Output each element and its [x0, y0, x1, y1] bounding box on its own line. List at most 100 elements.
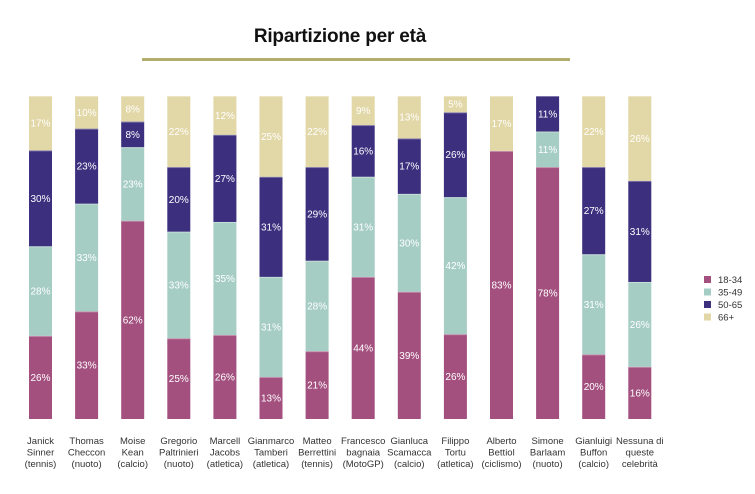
segment-separator: [213, 134, 237, 136]
category-label-line: Janick: [27, 436, 54, 447]
bar-segment-35-49-11: [536, 131, 560, 168]
bar-segment-66+-8: [397, 96, 421, 139]
segment-separator: [351, 96, 375, 97]
category-label-line: Bettiol: [488, 448, 514, 459]
category-label-line: celebrità: [622, 459, 659, 470]
segment-separator: [628, 96, 652, 97]
category-label-line: (atletica): [253, 459, 289, 470]
bar-segment-50-65-6: [305, 167, 329, 261]
bar-segment-66+-1: [75, 96, 99, 129]
data-label: 12%: [215, 111, 235, 122]
data-label: 9%: [356, 106, 371, 117]
category-label-line: Tortu: [445, 448, 466, 459]
data-label: 8%: [125, 130, 140, 141]
category-label-line: Moise: [120, 436, 145, 447]
bar-segment-18-34-8: [397, 291, 421, 419]
category-label-line: (MotoGP): [343, 459, 384, 470]
bar-segment-18-34-9: [443, 334, 467, 419]
data-label: 26%: [445, 372, 465, 383]
segment-separator: [259, 276, 283, 278]
data-label: 11%: [538, 145, 557, 156]
category-label: Gianluca Scamacca (calcio): [387, 436, 432, 470]
category-label-line: Buffon: [580, 448, 607, 459]
category-label-line: Gregorio: [160, 436, 197, 447]
bar-segment-66+-6: [305, 96, 329, 168]
bar-segment-50-65-4: [213, 134, 237, 222]
data-label: 21%: [307, 381, 327, 392]
bar-segment-35-49-0: [29, 246, 52, 336]
segment-separator: [259, 96, 283, 97]
data-label: 10%: [77, 108, 97, 119]
data-label: 23%: [77, 162, 97, 173]
category-label-line: (calcio): [117, 459, 148, 470]
data-label: 35%: [215, 274, 235, 285]
data-label: 16%: [353, 146, 373, 157]
data-label: 62%: [123, 315, 143, 326]
bar-segment-50-65-3: [167, 167, 191, 232]
bar-segment-50-65-11: [536, 96, 560, 132]
segment-separator: [29, 335, 52, 337]
bar-segment-18-34-7: [351, 276, 375, 419]
segment-separator: [351, 125, 375, 127]
category-label: Marcell Jacobs (atletica): [207, 436, 243, 470]
data-label: 33%: [77, 253, 97, 264]
legend-swatch-50-65: [704, 301, 711, 308]
category-label: Alberto Bettiol (ciclismo): [481, 436, 521, 470]
segment-separator: [397, 138, 421, 140]
segment-separator: [305, 351, 329, 353]
data-label: 26%: [30, 373, 50, 384]
segment-separator: [29, 150, 52, 152]
segment-separator: [305, 260, 329, 262]
legend-swatch-18-34: [704, 276, 711, 283]
segment-separator: [305, 96, 329, 97]
segment-separator: [259, 176, 283, 178]
segment-separator: [75, 203, 99, 205]
bar-segment-18-34-4: [213, 335, 237, 419]
bar-segment-50-65-8: [397, 138, 421, 194]
category-label-line: queste: [626, 448, 655, 459]
category-label: Simone Barlaam (nuoto): [530, 436, 565, 470]
data-label: 26%: [630, 134, 650, 145]
segment-separator: [490, 96, 513, 97]
category-label-line: (nuoto): [164, 459, 194, 470]
category-label-line: Berrettini: [298, 448, 336, 459]
data-label: 33%: [77, 361, 97, 372]
data-label: 44%: [353, 343, 373, 354]
segment-separator: [121, 121, 145, 123]
category-label-line: (calcio): [394, 459, 425, 470]
bar-segment-35-49-3: [167, 231, 191, 339]
data-label: 29%: [307, 209, 327, 220]
category-label-line: (atletica): [207, 459, 243, 470]
segment-separator: [305, 167, 329, 169]
category-label-line: Marcell: [210, 436, 241, 447]
category-label-line: Matteo: [303, 436, 332, 447]
data-label: 13%: [261, 394, 281, 405]
segment-separator: [443, 197, 467, 199]
bar-segment-35-49-4: [213, 221, 237, 336]
legend-swatch-35-49: [704, 288, 711, 296]
category-label: Gianmarco Tamberi (atletica): [248, 436, 294, 470]
category-label-line: Thomas: [69, 436, 104, 447]
category-label-line: (calcio): [578, 459, 609, 470]
bar-segment-66+-5: [259, 96, 283, 177]
data-label: 27%: [584, 206, 604, 217]
bar-segment-50-65-2: [121, 121, 145, 148]
segment-separator: [259, 377, 283, 379]
bar-segment-35-49-6: [305, 260, 329, 352]
segment-separator: [121, 147, 145, 149]
data-label: 30%: [399, 238, 419, 249]
segment-separator: [167, 96, 191, 97]
segment-separator: [582, 254, 606, 256]
data-label: 25%: [169, 374, 189, 385]
data-label: 17%: [399, 162, 419, 173]
bar-segment-66+-9: [443, 96, 467, 113]
category-label: Thomas Checcon (nuoto): [68, 436, 106, 470]
data-label: 31%: [630, 227, 650, 238]
segment-separator: [75, 96, 99, 97]
data-label: 26%: [445, 150, 465, 161]
data-label: 31%: [584, 300, 604, 311]
category-label-line: (nuoto): [533, 459, 563, 470]
data-label: 42%: [445, 261, 465, 272]
category-label: Gianluigi Buffon (calcio): [575, 436, 612, 470]
